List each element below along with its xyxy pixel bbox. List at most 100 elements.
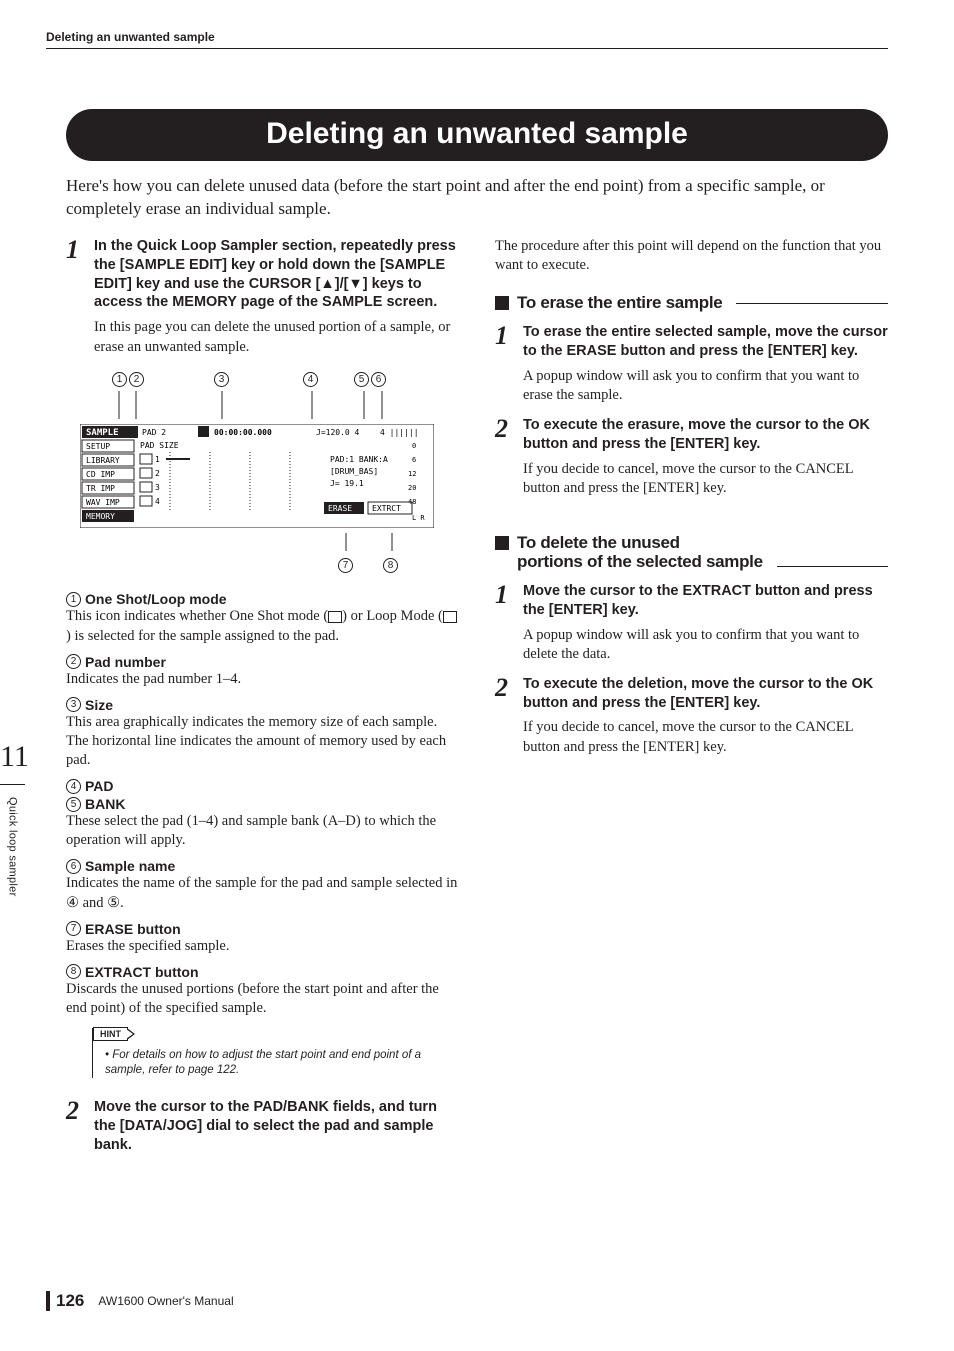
step-1-heading: In the Quick Loop Sampler section, repea… [94,237,459,312]
left-column: 1 In the Quick Loop Sampler section, rep… [66,237,459,1161]
circled-2: 2 [66,654,81,669]
loop-icon [443,611,457,623]
desc-7: 7 ERASE button Erases the specified samp… [66,921,459,956]
desc-4-title: PAD [85,778,114,794]
svg-text:12: 12 [408,470,416,478]
erase-step-2-heading: To execute the erasure, move the cursor … [523,416,888,454]
delete-step-1: 1 Move the cursor to the EXTRACT button … [495,582,888,620]
lcd-screenshot-block: 1 2 3 4 5 6 [66,367,459,573]
subsection-delete-title: To delete the unused portions of the sel… [517,533,763,572]
callout-1: 1 [112,372,127,387]
desc-6-body: Indicates the name of the sample for the… [66,874,459,912]
step-2: 2 Move the cursor to the PAD/BANK fields… [66,1098,459,1155]
svg-text:0: 0 [412,442,416,450]
step-number: 1 [495,323,515,361]
callout-lines-top [94,391,434,419]
erase-step-1-heading: To erase the entire selected sample, mov… [523,323,888,361]
callout-8: 8 [383,558,398,573]
step-number: 1 [495,582,515,620]
svg-text:J= 19.1: J= 19.1 [330,479,364,488]
chapter-number: 11 [0,740,25,785]
desc-2-body: Indicates the pad number 1–4. [66,670,459,689]
rule-line [777,566,888,567]
subsection-erase: To erase the entire sample [495,293,888,313]
desc-8-title: EXTRACT button [85,964,199,980]
desc-3-title: Size [85,697,113,713]
erase-step-2: 2 To execute the erasure, move the curso… [495,416,888,454]
callout-4: 4 [303,372,318,387]
desc-3: 3 Size This area graphically indicates t… [66,697,459,770]
right-column: The procedure after this point will depe… [495,237,888,1161]
svg-text:PAD SIZE: PAD SIZE [140,441,179,450]
erase-step-1: 1 To erase the entire selected sample, m… [495,323,888,361]
desc-4: 4 PAD [66,778,459,794]
delete-step-2-heading: To execute the deletion, move the cursor… [523,675,888,713]
svg-text:EXTRCT: EXTRCT [372,504,401,513]
subsection-delete-unused: To delete the unused portions of the sel… [495,533,888,572]
desc-1: 1 One Shot/Loop mode This icon indicates… [66,591,459,645]
svg-text:J=120.0 4: J=120.0 4 [316,428,360,437]
square-bullet-icon [495,296,509,310]
callouts-top: 1 2 3 4 5 6 [94,367,459,387]
desc-7-body: Erases the specified sample. [66,937,459,956]
svg-text:TR IMP: TR IMP [86,484,115,493]
callout-5: 5 [354,372,369,387]
step-1-body: In this page you can delete the unused p… [94,318,459,357]
desc-6: 6 Sample name Indicates the name of the … [66,858,459,912]
callout-3: 3 [214,372,229,387]
desc-2: 2 Pad number Indicates the pad number 1–… [66,654,459,689]
circled-4: 4 [66,779,81,794]
oneshot-icon [328,611,342,623]
delete-step-2: 2 To execute the deletion, move the curs… [495,675,888,713]
section-title: Deleting an unwanted sample [266,117,688,150]
svg-text:SETUP: SETUP [86,442,110,451]
rule-line [736,303,888,304]
svg-text:6: 6 [412,456,416,464]
desc-3-body: This area graphically indicates the memo… [66,713,459,770]
intro-paragraph: Here's how you can delete unused data (b… [66,175,888,221]
step-2-heading: Move the cursor to the PAD/BANK fields, … [94,1098,459,1155]
svg-text:2: 2 [155,469,160,478]
desc-5-title: BANK [85,796,125,812]
desc-8: 8 EXTRACT button Discards the unused por… [66,964,459,1018]
step-number: 2 [495,416,515,454]
svg-text:L R: L R [412,514,425,522]
circled-3: 3 [66,697,81,712]
hint-box: HINT • For details on how to adjust the … [92,1028,459,1078]
erase-step-2-body: If you decide to cancel, move the cursor… [523,460,888,499]
circled-6: 6 [66,859,81,874]
desc-7-title: ERASE button [85,921,181,937]
side-tab: 11 Quick loop sampler [0,740,25,897]
svg-text:PAD 2: PAD 2 [142,428,166,437]
svg-text:CD IMP: CD IMP [86,470,115,479]
callout-7: 7 [338,558,353,573]
hint-label: HINT [93,1027,128,1041]
svg-text:[DRUM_BAS]: [DRUM_BAS] [330,467,378,476]
svg-text:ERASE: ERASE [328,504,352,513]
circled-7: 7 [66,921,81,936]
step-number: 1 [66,237,86,312]
svg-text:4 ||||||: 4 |||||| [380,428,419,437]
callout-2: 2 [129,372,144,387]
lcd-screenshot: SAMPLE PAD 2 00:00:00.000 J=120.0 4 4 ||… [80,424,434,533]
delete-step-2-body: If you decide to cancel, move the cursor… [523,718,888,757]
svg-text:SAMPLE: SAMPLE [86,428,119,438]
desc-2-title: Pad number [85,654,166,670]
desc-1-body: This icon indicates whether One Shot mod… [66,607,459,645]
manual-name: AW1600 Owner's Manual [98,1294,233,1308]
running-head: Deleting an unwanted sample [46,30,888,49]
desc-5-body: These select the pad (1–4) and sample ba… [66,812,459,850]
chapter-label: Quick loop sampler [7,797,19,897]
step-1: 1 In the Quick Loop Sampler section, rep… [66,237,459,312]
page-footer: 126 AW1600 Owner's Manual [46,1291,234,1311]
delete-step-1-heading: Move the cursor to the EXTRACT button an… [523,582,888,620]
circled-1: 1 [66,592,81,607]
delete-step-1-body: A popup window will ask you to confirm t… [523,626,888,665]
erase-step-1-body: A popup window will ask you to confirm t… [523,367,888,406]
section-title-bar: Deleting an unwanted sample [66,109,888,161]
svg-text:LIBRARY: LIBRARY [86,456,120,465]
svg-text:4: 4 [155,497,160,506]
svg-text:MEMORY: MEMORY [86,512,115,521]
desc-6-title: Sample name [85,858,175,874]
hint-text: • For details on how to adjust the start… [105,1048,459,1078]
